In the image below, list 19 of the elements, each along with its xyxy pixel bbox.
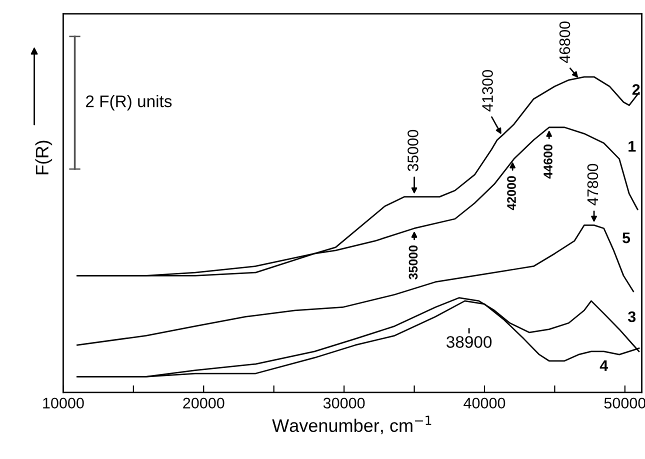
annotation: 35000 [408, 246, 418, 280]
series-label: 5 [622, 232, 630, 244]
annotation: 41300 [482, 70, 493, 112]
series-label: 4 [600, 360, 608, 371]
annotation: 2 F(R) units [86, 94, 172, 111]
annotation: 42000 [507, 176, 516, 210]
x-tick-label: 20000 [183, 398, 224, 409]
x-tick-label: 30000 [323, 398, 365, 409]
annotation: 35000 [408, 130, 418, 172]
y-axis-title: F(R) [35, 140, 52, 174]
annotation: 47800 [587, 164, 598, 206]
annotation: 46800 [559, 21, 570, 64]
annotation: 44600 [544, 144, 552, 179]
series-label: 3 [628, 311, 636, 322]
series-label: 1 [628, 141, 636, 152]
x-tick-label: 40000 [464, 398, 506, 409]
annotation: 38900 [446, 336, 492, 348]
x-axis-title: Wavenumber, cm$^{−1}$ [272, 416, 432, 434]
x-tick-label: 10000 [43, 398, 84, 409]
